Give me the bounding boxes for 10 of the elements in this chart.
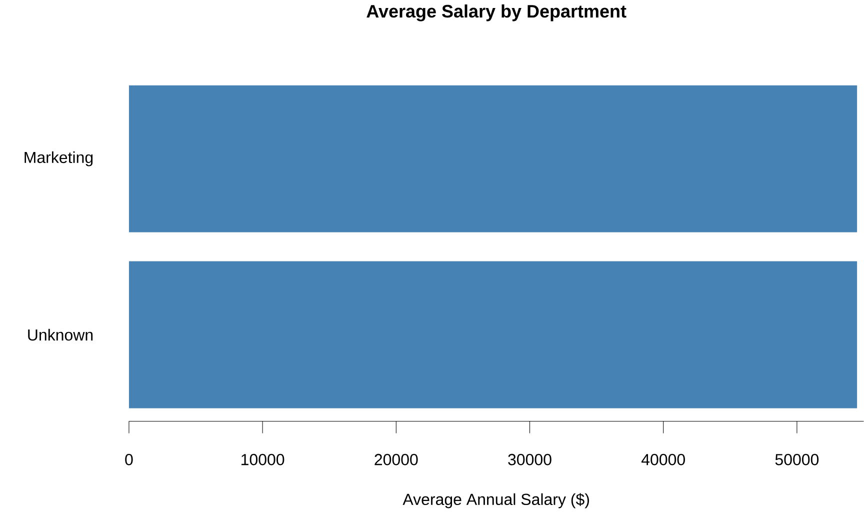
x-tick-label: 40000 bbox=[641, 454, 685, 466]
x-tick-label: 0 bbox=[125, 454, 133, 466]
x-tick-label: 10000 bbox=[242, 454, 284, 466]
y-tick-label: Unknown bbox=[28, 328, 93, 341]
y-tick-label: Marketing bbox=[24, 151, 93, 166]
x-tick-label: 50000 bbox=[775, 454, 819, 466]
chart-title: Average Salary by Department bbox=[366, 4, 626, 22]
x-tick-label: 20000 bbox=[374, 454, 418, 466]
x-axis-title: Average Annual Salary ($) bbox=[402, 492, 589, 508]
x-tick-label: 30000 bbox=[508, 454, 552, 466]
